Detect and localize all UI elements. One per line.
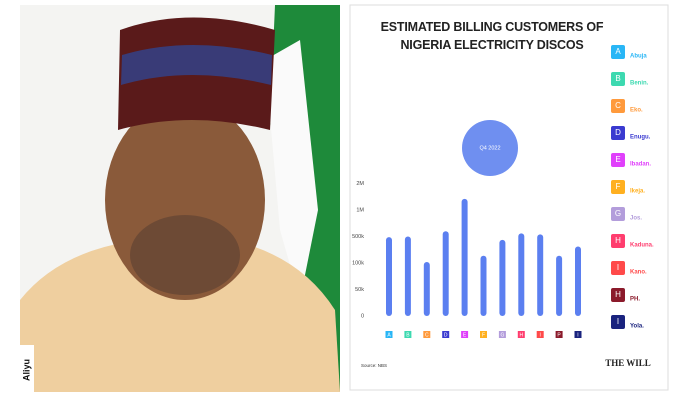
legend-letter: H bbox=[615, 236, 621, 245]
category-badge bbox=[498, 331, 506, 338]
chart-panel bbox=[349, 4, 669, 391]
x-tick-label: I bbox=[577, 332, 578, 338]
bar bbox=[480, 255, 487, 316]
chart-title: ESTIMATED BILLING CUSTOMERS OF NIGERIA E… bbox=[380, 20, 604, 52]
category-badge bbox=[461, 331, 469, 338]
category-badge bbox=[385, 331, 393, 338]
bar bbox=[386, 237, 392, 316]
y-tick-label: 50k bbox=[355, 287, 364, 293]
legend-letter: A bbox=[615, 47, 621, 56]
legend-label: Yola. bbox=[630, 324, 644, 330]
bar bbox=[518, 233, 525, 316]
source: Source: NBS bbox=[361, 363, 387, 368]
bar bbox=[575, 246, 581, 316]
category-badge bbox=[423, 331, 431, 338]
period-badge-text: Q4 2022 bbox=[479, 145, 500, 151]
flag-white bbox=[265, 40, 318, 300]
bar bbox=[404, 236, 411, 316]
legend-letter: H bbox=[615, 290, 621, 299]
robe bbox=[20, 240, 340, 392]
legend-label: Kaduna. bbox=[630, 243, 654, 249]
y-tick-label: 100k bbox=[352, 260, 364, 266]
legend-badge bbox=[611, 180, 625, 194]
x-tick-label: D bbox=[444, 332, 448, 338]
legend-letter: B bbox=[615, 74, 620, 83]
caption-box bbox=[20, 345, 34, 392]
legend-label: Benin. bbox=[630, 81, 649, 87]
x-tick-label: F bbox=[482, 332, 485, 338]
legend-label: Enugu. bbox=[630, 135, 651, 141]
x-tick-label: B bbox=[406, 332, 410, 338]
legend-badge bbox=[611, 288, 625, 302]
bar bbox=[442, 231, 449, 316]
photo: Aliyu bbox=[20, 5, 340, 392]
category-badge bbox=[404, 331, 412, 338]
legend-letter: F bbox=[616, 182, 621, 191]
beard bbox=[130, 215, 240, 295]
category-badge bbox=[480, 331, 487, 338]
legend-badge bbox=[611, 99, 625, 113]
legend-badge bbox=[611, 72, 625, 86]
legend-letter: G bbox=[615, 209, 621, 218]
legend-letter: I bbox=[617, 263, 619, 272]
photo-caption: Aliyu bbox=[21, 359, 31, 381]
x-tick-label: E bbox=[463, 332, 467, 338]
legend-badge bbox=[611, 234, 625, 248]
legend-label: Ibadan. bbox=[630, 162, 651, 168]
legend-badge bbox=[611, 45, 625, 59]
logo: THE WILL bbox=[605, 358, 651, 368]
category-badge bbox=[555, 331, 563, 338]
y-tick-label: 0 bbox=[361, 313, 364, 319]
x-tick-label: H bbox=[519, 332, 523, 338]
bar bbox=[423, 262, 430, 316]
legend-badge bbox=[611, 261, 625, 275]
legend-label: Eko. bbox=[630, 108, 643, 114]
x-tick-label: C bbox=[425, 332, 429, 338]
legend-letter: E bbox=[615, 155, 620, 164]
cap-pattern bbox=[121, 45, 272, 85]
chart: 0 50k 100k 500k 1M 2M Q4 2022 A B C D E F G H I P I A Abuja… bbox=[352, 45, 654, 368]
bar bbox=[499, 239, 506, 316]
legend-label: Abuja bbox=[630, 54, 647, 60]
bar bbox=[537, 234, 544, 316]
x-tick-label: G bbox=[500, 332, 504, 338]
y-tick-label: 500k bbox=[352, 234, 364, 240]
legend-label: Ikeja. bbox=[630, 189, 645, 195]
x-tick-label: I bbox=[540, 332, 541, 338]
y-tick-label: 1M bbox=[356, 207, 364, 213]
legend-badge bbox=[611, 153, 625, 167]
y-tick-label: 2M bbox=[356, 181, 364, 187]
x-tick-label: A bbox=[387, 332, 391, 338]
category-badge bbox=[536, 331, 544, 338]
bar bbox=[461, 198, 468, 316]
legend-label: PH. bbox=[630, 297, 640, 303]
x-tick-label: P bbox=[557, 332, 561, 338]
category-badge bbox=[517, 331, 525, 338]
category-badge bbox=[442, 331, 450, 338]
legend-badge bbox=[611, 315, 625, 329]
legend-letter: I bbox=[617, 317, 619, 326]
legend-letter: D bbox=[615, 128, 621, 137]
category-badge bbox=[574, 331, 582, 338]
legend-badge bbox=[611, 207, 625, 221]
period-badge bbox=[462, 120, 518, 176]
legend-badge bbox=[611, 126, 625, 140]
bar bbox=[556, 255, 563, 316]
legend-label: Jos. bbox=[630, 216, 642, 222]
legend-letter: C bbox=[615, 101, 621, 110]
legend-label: Kano. bbox=[630, 270, 647, 276]
